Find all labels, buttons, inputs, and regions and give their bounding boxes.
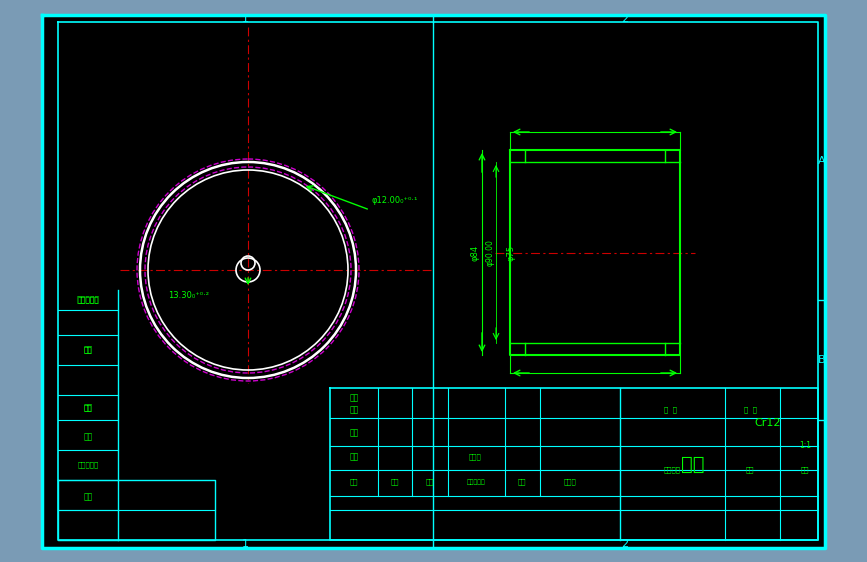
- Text: φ90.00: φ90.00: [486, 239, 495, 266]
- Text: 共  件: 共 件: [663, 407, 676, 413]
- Text: 1: 1: [242, 13, 249, 24]
- Text: 签字: 签字: [83, 433, 93, 442]
- Text: 1:1: 1:1: [799, 442, 811, 451]
- Text: 标准化: 标准化: [469, 454, 481, 460]
- Text: 校稿: 校稿: [83, 403, 93, 412]
- Text: 设计: 设计: [349, 452, 359, 461]
- Text: 签字: 签字: [518, 479, 526, 486]
- Text: φ75: φ75: [506, 244, 515, 261]
- Text: 第  件: 第 件: [744, 407, 757, 413]
- Text: B: B: [818, 355, 825, 365]
- Text: 13.30₀⁺⁰·²: 13.30₀⁺⁰·²: [168, 291, 209, 300]
- Text: 日期: 日期: [83, 492, 93, 501]
- Text: 占用件登记: 占用件登记: [76, 296, 100, 305]
- Text: 校稿: 校稿: [84, 404, 92, 411]
- Text: 数量: 数量: [746, 466, 754, 473]
- Text: φ84: φ84: [471, 244, 480, 261]
- Text: A: A: [818, 156, 825, 166]
- Text: 分区: 分区: [426, 479, 434, 486]
- Text: 2: 2: [622, 13, 629, 24]
- Text: 描图: 描图: [84, 347, 92, 353]
- Text: 年月日: 年月日: [564, 479, 577, 486]
- Text: 标记: 标记: [349, 479, 358, 486]
- Text: 齿轮: 齿轮: [681, 455, 704, 474]
- Text: 描图: 描图: [83, 346, 93, 355]
- Text: 比例: 比例: [801, 466, 809, 473]
- Text: 更改文件号: 更改文件号: [466, 479, 486, 485]
- Text: 1: 1: [242, 539, 249, 549]
- Text: 2: 2: [622, 539, 629, 549]
- Text: 前置标记: 前置标记: [663, 466, 681, 473]
- Text: 占用件登记: 占用件登记: [77, 297, 99, 303]
- Text: 旧底图总号: 旧底图总号: [77, 462, 99, 468]
- Text: 处数: 处数: [391, 479, 399, 486]
- Text: 审核: 审核: [349, 428, 359, 437]
- Text: Cr12: Cr12: [755, 418, 781, 428]
- Text: 批准: 批准: [349, 406, 359, 415]
- Text: φ12.00₀⁺⁰·¹: φ12.00₀⁺⁰·¹: [372, 196, 419, 205]
- Text: 工艺: 工艺: [349, 393, 359, 402]
